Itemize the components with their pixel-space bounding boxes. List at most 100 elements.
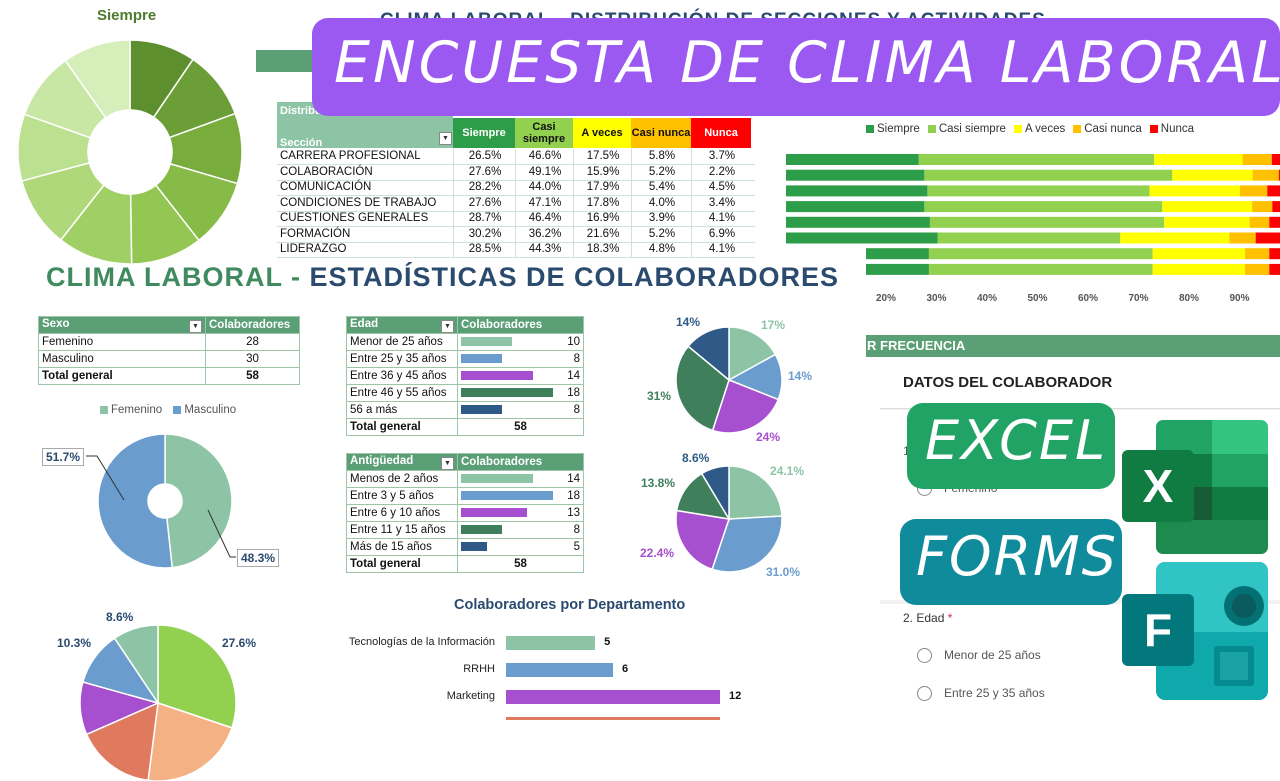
table-row: Entre 36 y 45 años 14	[346, 367, 584, 385]
section-value: 4.5%	[691, 180, 752, 195]
stacked-bar-segment	[928, 263, 1153, 275]
section-name: CUESTIONES GENERALES	[280, 212, 429, 224]
dept-bar-value: 12	[729, 690, 742, 702]
data-bar	[461, 337, 512, 347]
stacked-bar-segment	[1152, 263, 1246, 275]
section-value: 4.1%	[691, 242, 752, 257]
edad-filter-button[interactable]: ▼	[441, 319, 454, 333]
table-row: FORMACIÓN 30.2% 36.2% 21.6% 5.2% 6.9%	[277, 226, 755, 243]
stacked-bar-segment	[1152, 248, 1246, 260]
stacked-bar-segment	[786, 169, 925, 181]
data-bar	[461, 388, 553, 398]
data-bar	[461, 371, 533, 381]
section-value: 3.9%	[631, 211, 692, 226]
column-header: A veces	[573, 118, 631, 148]
row-value-cell: 8	[457, 401, 584, 419]
table-row: Entre 25 y 35 años 8	[346, 350, 584, 368]
legend-label: A veces	[1024, 123, 1066, 135]
stacked-bar-segment	[1120, 232, 1230, 244]
sexo-label-leaders	[86, 455, 236, 558]
row-value-cell: 14	[457, 367, 584, 385]
antiguedad-pie-label: 31.0%	[766, 565, 801, 579]
legend-swatch	[1149, 124, 1158, 133]
stacked-bar-segment	[1269, 248, 1280, 260]
row-value-cell: 14	[457, 470, 584, 488]
section-header: Sección	[280, 137, 323, 149]
section-filter-button[interactable]: ▼	[439, 132, 452, 145]
column-header: Casi nunca	[631, 118, 691, 148]
stacked-bar-segment	[1255, 232, 1280, 244]
stacked-bar-segment	[929, 216, 1165, 228]
stacked-bar-segment	[1245, 248, 1270, 260]
dept-category-label: Tecnologías de la Información	[348, 636, 495, 648]
section-value: 5.2%	[631, 164, 692, 180]
legend-label: Casi siempre	[938, 123, 1006, 135]
siempre-chart-title: Siempre	[97, 7, 157, 24]
excel-badge: EXCEL	[907, 403, 1115, 489]
section-name: COLABORACIÓN	[280, 165, 373, 178]
antiguedad-filter-button[interactable]: ▼	[441, 456, 454, 470]
section-value: 49.1%	[515, 164, 574, 180]
stacked-bar-segment	[1162, 201, 1253, 213]
stacked-bar-segment	[1252, 201, 1273, 213]
section-value: 27.6%	[453, 164, 516, 180]
stacked-bar-segment	[866, 248, 929, 260]
table-total-row: Total general 58	[346, 555, 584, 573]
section-name: FORMACIÓN	[280, 227, 351, 240]
row-value: 13	[567, 507, 580, 519]
table-row: Masculino 30	[38, 350, 300, 368]
legend-swatch	[1073, 124, 1082, 133]
row-value: 18	[567, 490, 580, 502]
forms-logo-icon: F	[1122, 562, 1268, 702]
legend-label: Casi nunca	[1084, 123, 1142, 135]
stacked-bar-segment	[1240, 185, 1268, 197]
departamento-pie-chart	[79, 624, 237, 781]
forms-badge: FORMS	[900, 519, 1122, 605]
section-value: 47.1%	[515, 195, 574, 211]
row-value: 18	[567, 387, 580, 399]
form-option-25-35[interactable]: Entre 25 y 35 años	[917, 686, 1045, 702]
table-row: LIDERAZGO 28.5% 44.3% 18.3% 4.8% 4.1%	[277, 242, 755, 258]
row-value-cell: 5	[457, 538, 584, 556]
sexo-filter-button[interactable]: ▼	[189, 319, 202, 333]
pie-slice	[64, 39, 131, 119]
stacked-bar-segment	[786, 154, 919, 165]
stacked-bar-segment	[1245, 263, 1270, 275]
section-value: 3.4%	[691, 195, 752, 211]
row-label: Entre 6 y 10 años	[346, 504, 458, 522]
form-section-title: DATOS DEL COLABORADOR	[903, 374, 1113, 391]
column-header: Siempre	[453, 118, 515, 148]
antiguedad-pie-label: 8.6%	[682, 451, 710, 465]
legend-label: Nunca	[1160, 123, 1195, 135]
row-value: 10	[567, 336, 580, 348]
edad-pie-label: 17%	[761, 318, 786, 332]
stacked-bar-segment	[1149, 185, 1241, 197]
dept-pie-label: 27.6%	[222, 636, 257, 650]
section-value: 44.3%	[515, 242, 574, 257]
sexo-label-femenino: 48.3%	[237, 549, 280, 567]
x-tick-label: 90%	[1229, 293, 1249, 304]
data-bar	[461, 491, 553, 501]
section-value: 16.9%	[573, 211, 632, 226]
section-value: 3.7%	[691, 149, 752, 164]
dept-pie-label: 8.6%	[106, 610, 134, 624]
row-label: Menos de 2 años	[346, 470, 458, 488]
section-value: 17.8%	[573, 195, 632, 211]
table-total-row: Total general 58	[38, 367, 300, 385]
section-name: LIDERAZGO	[280, 243, 347, 255]
form-option-menor-25[interactable]: Menor de 25 años	[917, 648, 1041, 664]
pie-slice	[675, 509, 730, 571]
section-value: 46.4%	[515, 211, 574, 226]
row-value: 8	[573, 404, 580, 416]
table-row: COLABORACIÓN 27.6% 49.1% 15.9% 5.2% 2.2%	[277, 164, 755, 181]
stacked-bar-segment	[786, 232, 938, 244]
x-tick-label: 70%	[1128, 293, 1148, 304]
dept-bar	[506, 636, 596, 650]
sexo-chart-legend: Femenino Masculino	[92, 404, 236, 416]
stacked-bar-segment	[786, 185, 928, 197]
row-label: Entre 11 y 15 años	[346, 521, 458, 539]
row-label: 56 a más	[346, 401, 458, 419]
section-value: 28.2%	[453, 180, 516, 195]
pie-slice	[728, 326, 777, 382]
dept-pie-label: 10.3%	[57, 636, 92, 650]
